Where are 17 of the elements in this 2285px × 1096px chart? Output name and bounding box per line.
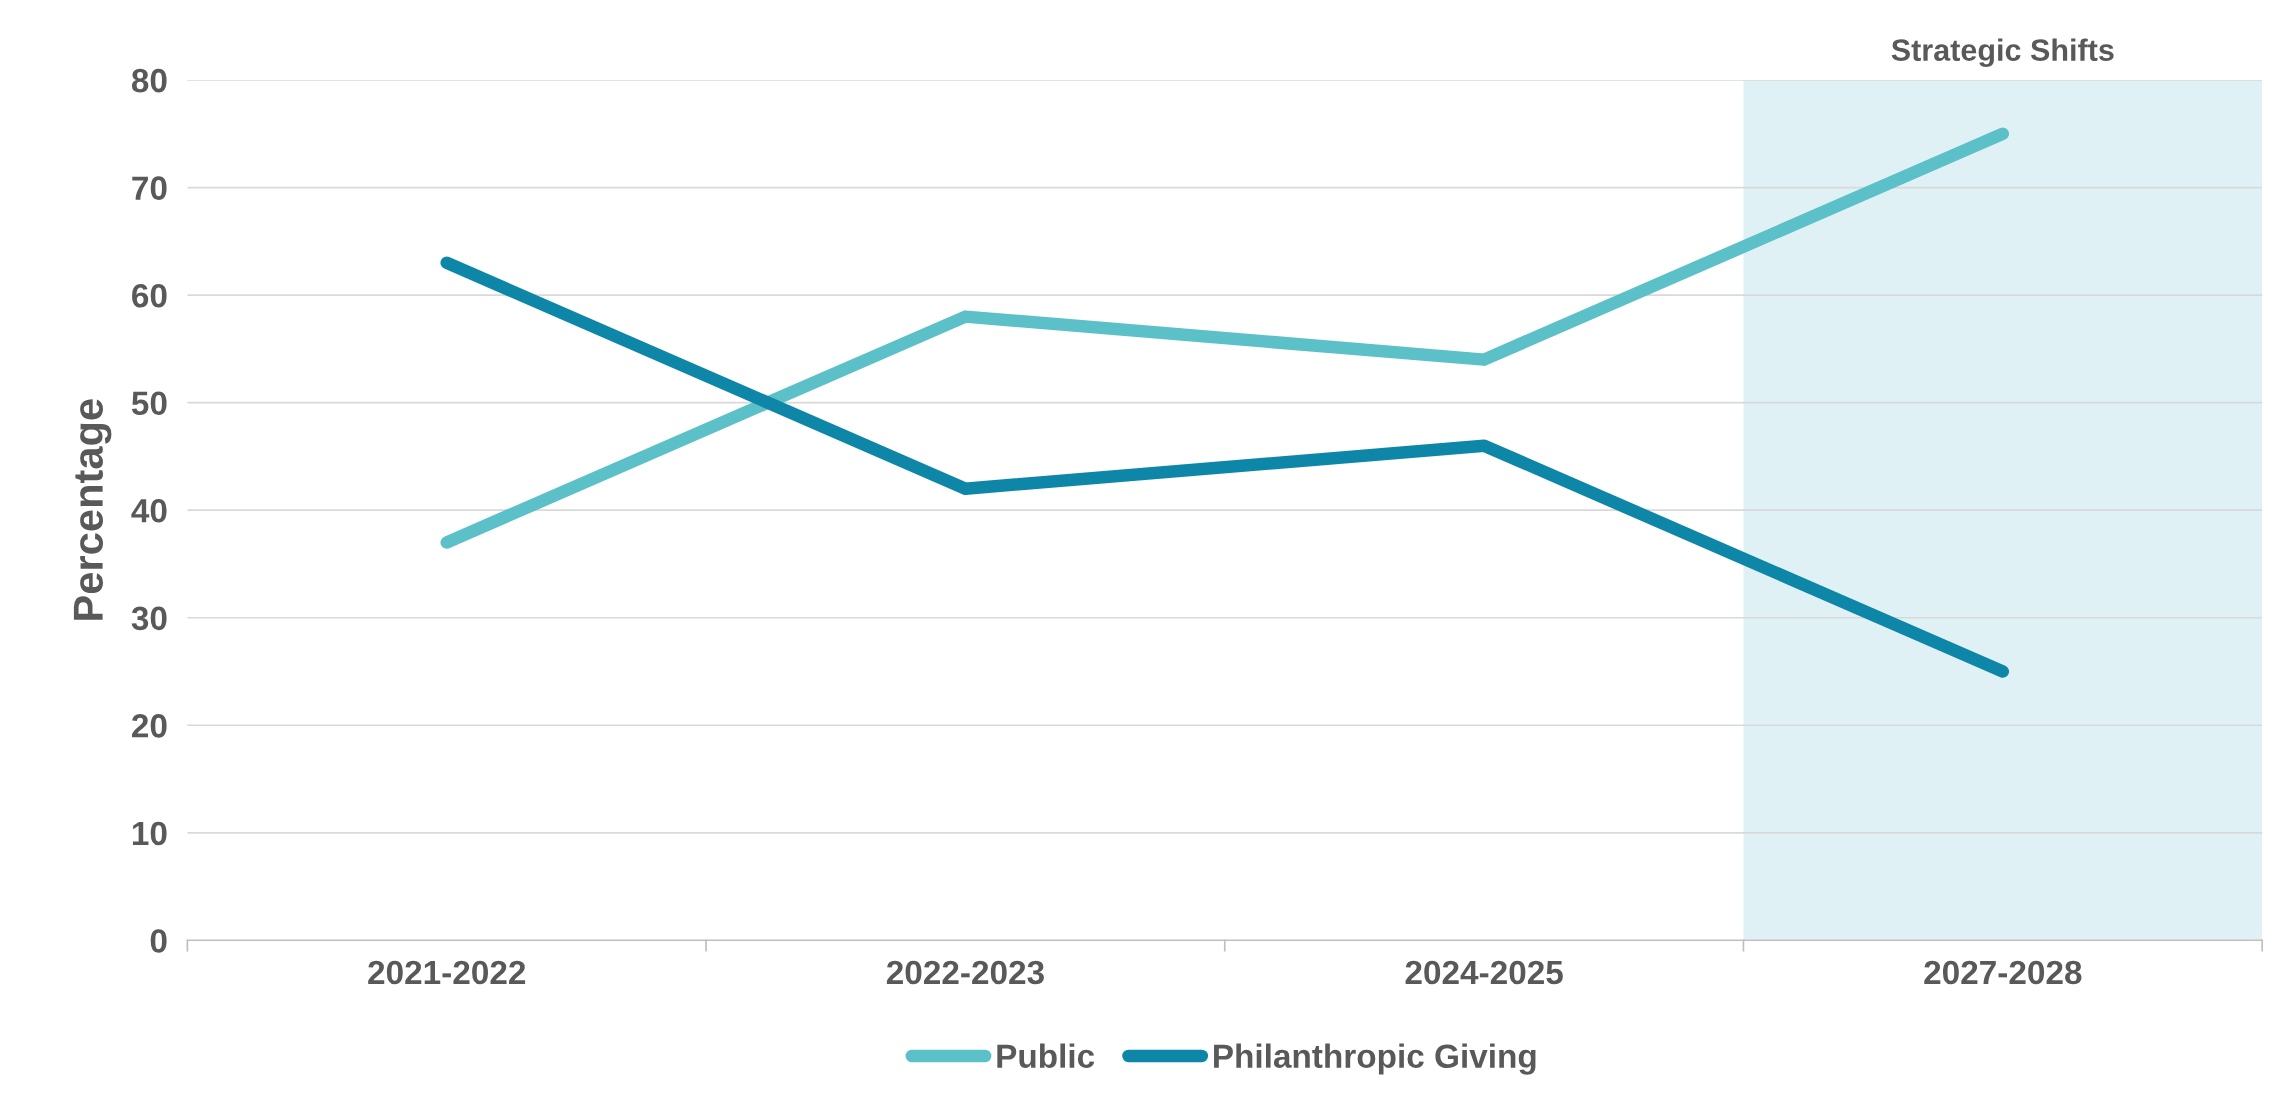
y-tick-label: 30 [131, 606, 167, 631]
legend-label: Philanthropic Giving [1214, 1043, 1536, 1075]
y-axis-title: Percentage [73, 399, 112, 620]
legend-label: Public [997, 1043, 1095, 1068]
y-tick-label: 20 [132, 714, 167, 738]
y-tick-label: 10 [132, 821, 167, 846]
x-tick-label: 2027-2028 [1924, 960, 2082, 985]
y-tick-label: 80 [131, 68, 167, 93]
y-tick-label: 70 [132, 176, 167, 200]
y-tick-label: 60 [132, 283, 167, 308]
x-tick-label: 2024-2025 [1405, 960, 1563, 985]
y-tick-label: 50 [131, 391, 167, 416]
y-tick-label: 40 [131, 498, 167, 523]
band-label: Strategic Shifts [1891, 38, 2114, 68]
y-tick-label: 0 [150, 929, 167, 953]
x-tick-label: 2022-2023 [886, 960, 1044, 985]
x-tick-label: 2021-2022 [368, 960, 526, 985]
